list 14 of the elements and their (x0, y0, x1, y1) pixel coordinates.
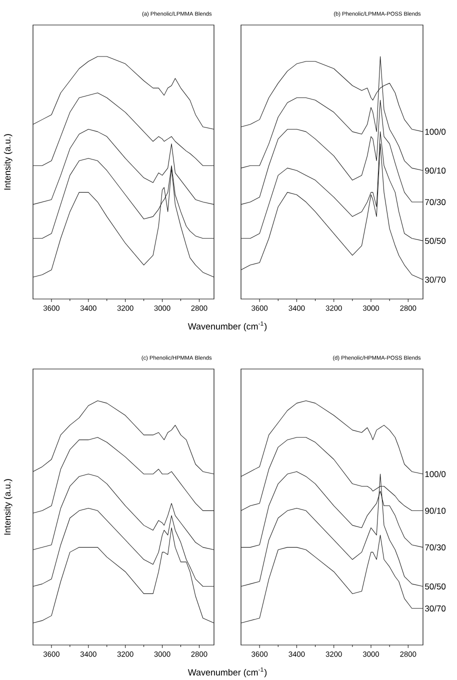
series-label: 100/0 (425, 470, 446, 478)
series-label: 90/10 (425, 167, 446, 174)
y-axis-title: Intensity (a.u.) (4, 479, 12, 535)
x-axis-title: Wavenumber (cm$^{-1}$) (188, 668, 267, 678)
series-label: 90/10 (425, 508, 446, 514)
series-label: 70/30 (425, 198, 446, 206)
x-axis-title: Wavenumber (cm$^{-1}$) (188, 322, 267, 332)
series-label: 50/50 (425, 238, 446, 244)
series-label: 30/70 (425, 276, 446, 283)
series-label: 100/0 (425, 128, 446, 135)
y-axis-title: Intensity (a.u.) (4, 134, 12, 190)
series-label: 70/30 (425, 544, 446, 550)
series-label: 30/70 (425, 605, 446, 612)
series-label: 50/50 (425, 583, 446, 590)
